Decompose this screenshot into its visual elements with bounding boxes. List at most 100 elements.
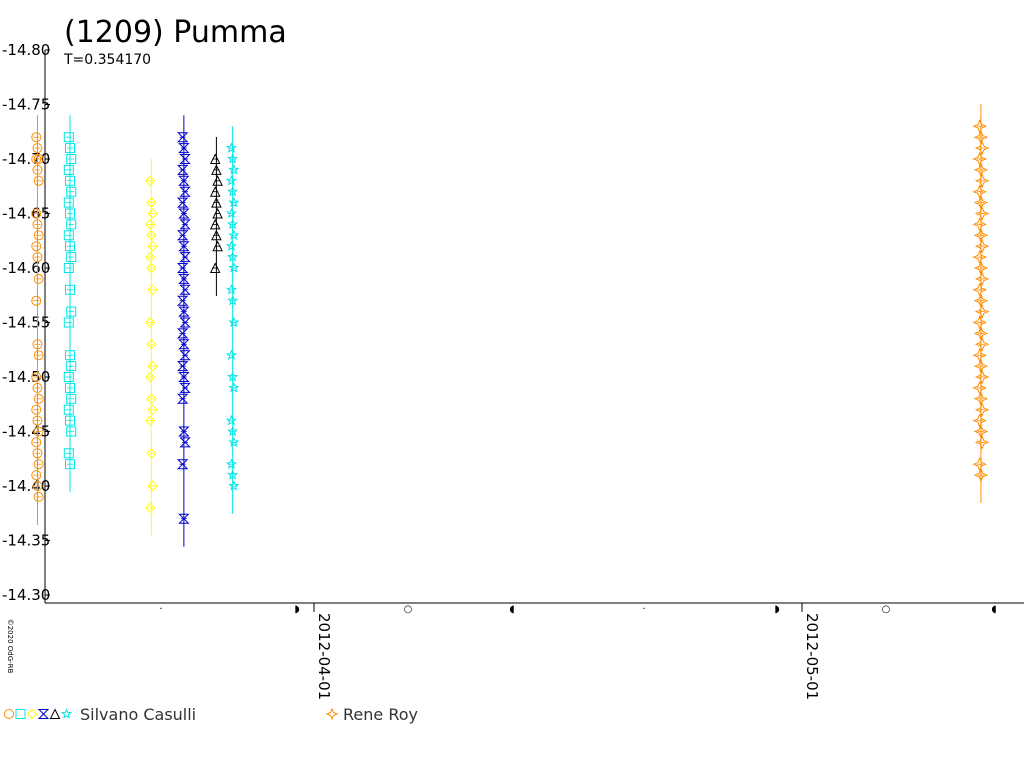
data-point [63, 263, 74, 273]
data-point [178, 143, 190, 154]
data-point [32, 143, 43, 154]
data-point [63, 448, 74, 459]
data-point [973, 129, 989, 145]
data-point [225, 349, 237, 360]
data-point [178, 372, 190, 382]
data-point [178, 306, 190, 317]
data-point [974, 337, 990, 352]
data-point [209, 153, 221, 164]
data-point [33, 350, 44, 361]
data-point [179, 382, 191, 393]
y-tick-label: -14.40 [2, 477, 50, 495]
data-point [176, 164, 189, 175]
data-point [146, 197, 157, 208]
data-point [974, 140, 990, 156]
data-point [178, 513, 190, 524]
data-point [972, 413, 988, 428]
legend: Silvano Casulli Rene Roy [4, 705, 418, 724]
data-point [228, 262, 240, 273]
data-point [225, 142, 237, 153]
data-point [31, 132, 42, 143]
data-point [144, 317, 156, 328]
data-point [227, 251, 239, 262]
data-point [974, 173, 990, 189]
data-point [179, 154, 191, 164]
data-point [146, 393, 157, 405]
data-point [33, 491, 44, 502]
copyright-text: ©2020 OdG-RB [6, 619, 14, 674]
data-point [178, 175, 190, 186]
data-point [228, 229, 240, 240]
data-point [209, 186, 221, 197]
data-point [227, 371, 239, 382]
data-point [972, 249, 988, 265]
x-axis-marker: ◗ [294, 604, 299, 615]
data-point [66, 393, 77, 404]
data-point [65, 382, 75, 393]
data-point [176, 328, 189, 339]
data-point [176, 132, 189, 143]
series-square [63, 115, 77, 493]
data-point [974, 304, 990, 319]
data-point [973, 424, 989, 439]
data-point [32, 481, 43, 491]
data-point [973, 293, 989, 308]
data-point [144, 219, 156, 230]
data-point [4, 709, 14, 719]
x-axis-marker: ◖ [509, 604, 514, 615]
x-axis-marker: ○ [882, 604, 891, 615]
data-point [31, 372, 42, 382]
data-point [65, 143, 75, 154]
data-point [66, 219, 77, 230]
series-circle [31, 115, 44, 525]
data-point [144, 251, 156, 263]
chart-subtitle: T=0.354170 [63, 52, 151, 68]
x-axis-marker: ◗ [774, 604, 779, 615]
data-point [65, 415, 75, 426]
data-point [973, 326, 989, 341]
x-axis-marker: · [642, 604, 645, 615]
data-point [33, 393, 44, 404]
data-point [31, 154, 42, 164]
data-point [179, 284, 191, 295]
x-axis-marker: ◖ [991, 604, 996, 615]
data-point [31, 470, 42, 481]
data-point [225, 283, 237, 295]
data-point [972, 347, 988, 363]
data-point [228, 436, 240, 448]
data-point [973, 195, 989, 210]
data-point [225, 458, 237, 469]
data-point [974, 369, 990, 385]
plot-area [31, 104, 990, 547]
data-point [147, 284, 158, 296]
data-point [179, 317, 191, 328]
x-axis-marker: ○ [404, 604, 413, 615]
data-point [66, 252, 77, 263]
data-point [31, 404, 42, 415]
data-point [66, 306, 77, 317]
data-point [974, 402, 990, 417]
data-point [209, 218, 221, 230]
series-cross-star [972, 104, 990, 504]
y-tick-label: -14.35 [2, 532, 50, 550]
data-point [211, 229, 222, 241]
x-axis-markers: · ◗ ○ ◖ · ◗ ○ ◖ [159, 604, 996, 615]
data-point [176, 197, 189, 208]
data-point [65, 350, 75, 361]
data-point [32, 252, 43, 263]
data-point [227, 469, 239, 480]
series-hourglass [176, 115, 191, 547]
data-point [974, 206, 990, 221]
data-point [225, 240, 237, 251]
data-point [973, 358, 989, 374]
data-point [211, 164, 222, 175]
data-point [144, 415, 156, 426]
data-point [972, 456, 988, 472]
data-point [49, 708, 61, 719]
data-point [178, 208, 190, 219]
data-point [972, 184, 988, 199]
x-tick-labels: 2012-04-01 2012-05-01 [313, 603, 821, 700]
y-tick-label: -14.65 [2, 205, 50, 223]
data-point [972, 315, 988, 330]
data-point [31, 241, 42, 252]
